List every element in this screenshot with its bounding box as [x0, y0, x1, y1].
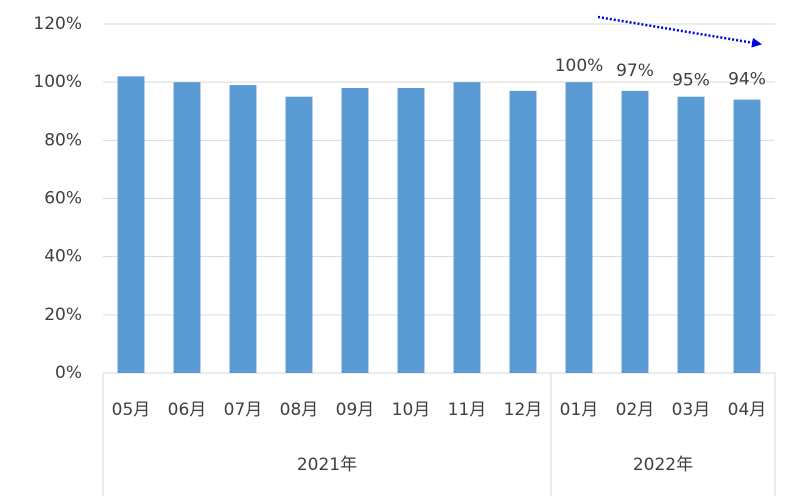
value-label: 95%: [672, 71, 710, 91]
bar: [509, 90, 537, 374]
x-tick-label: 11月: [448, 400, 487, 420]
x-tick-label: 12月: [504, 400, 543, 420]
bar: [677, 96, 705, 373]
bar: [285, 96, 313, 373]
bar: [341, 87, 369, 373]
bar: [565, 82, 593, 374]
x-tick-label: 07月: [224, 400, 263, 420]
x-tick-label: 10月: [392, 400, 431, 420]
bar: [621, 90, 649, 374]
y-tick-label: 20%: [44, 305, 82, 325]
y-tick-label: 80%: [44, 130, 82, 150]
x-tick-label: 05月: [112, 400, 151, 420]
bar: [397, 87, 425, 373]
y-tick-label: 100%: [33, 72, 82, 92]
x-tick-label: 09月: [336, 400, 375, 420]
x-tick-label: 04月: [728, 400, 767, 420]
bar: [117, 76, 145, 373]
bar: [453, 82, 481, 374]
bar: [733, 99, 761, 373]
y-tick-label: 40%: [44, 247, 82, 267]
bar: [229, 85, 257, 373]
group-label: 2022年: [633, 455, 693, 475]
value-label: 100%: [555, 56, 604, 76]
value-label: 97%: [616, 61, 654, 81]
value-label: 94%: [728, 70, 766, 90]
y-tick-label: 60%: [44, 189, 82, 209]
x-tick-label: 03月: [672, 400, 711, 420]
x-tick-label: 08月: [280, 400, 319, 420]
group-label: 2021年: [297, 455, 357, 475]
bar: [173, 82, 201, 374]
trend-arrow: [597, 15, 762, 48]
y-tick-label: 0%: [55, 363, 82, 383]
x-tick-label: 02月: [616, 400, 655, 420]
x-tick-label: 01月: [560, 400, 599, 420]
x-tick-label: 06月: [168, 400, 207, 420]
y-tick-label: 120%: [33, 14, 82, 34]
